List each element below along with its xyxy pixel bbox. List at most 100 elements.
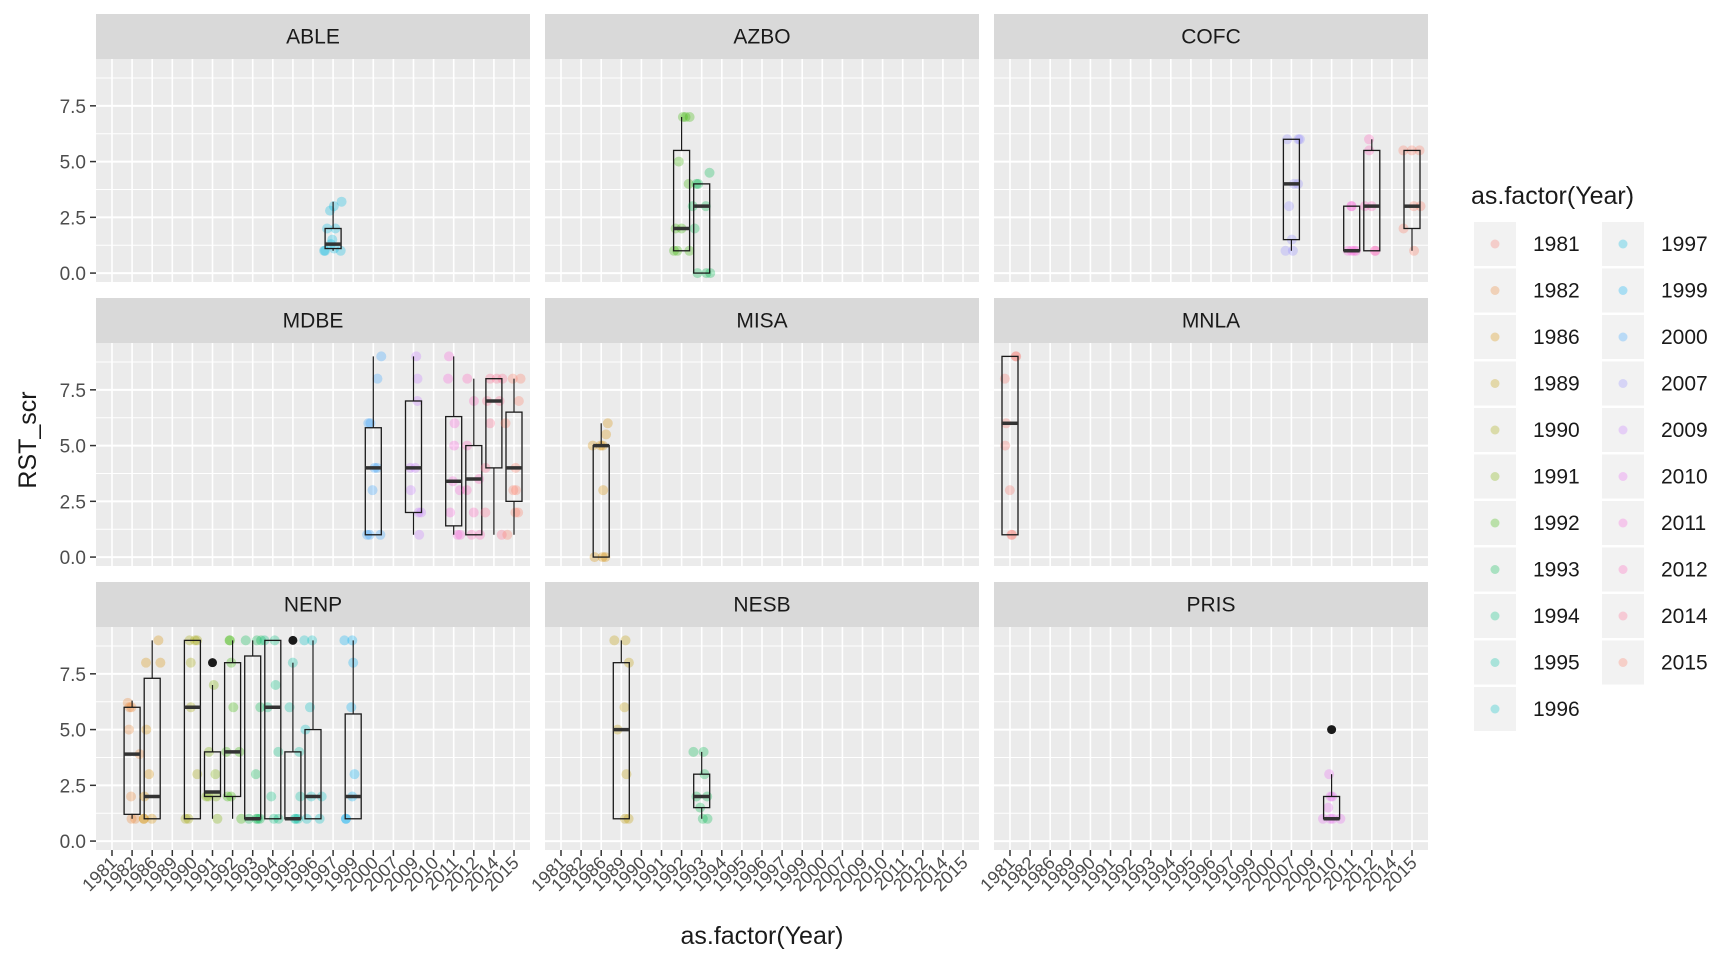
data-point <box>336 196 347 207</box>
legend-key-point <box>1490 472 1500 481</box>
legend-item: 2010 <box>1602 454 1708 499</box>
box-body <box>485 378 503 469</box>
box-body <box>304 728 322 820</box>
facet-strip <box>545 298 979 343</box>
legend-label: 2009 <box>1661 419 1708 442</box>
box-body <box>1282 138 1301 241</box>
y-tick-label: 2.5 <box>60 492 86 513</box>
legend-key-point <box>1618 425 1628 435</box>
data-point <box>143 769 154 780</box>
box-body <box>693 773 711 809</box>
legend-key-point <box>1490 518 1500 528</box>
legend-key-point <box>1618 658 1628 667</box>
legend-key <box>1602 361 1644 406</box>
data-point <box>212 813 223 824</box>
data-point <box>316 791 327 802</box>
data-point <box>1409 245 1420 256</box>
data-point <box>307 635 318 646</box>
data-point <box>511 485 522 496</box>
legend-label: 2011 <box>1661 512 1706 535</box>
data-point <box>185 657 196 668</box>
box-1986 <box>587 418 613 563</box>
data-point <box>295 791 306 802</box>
legend-label: 2014 <box>1661 605 1708 628</box>
legend-key <box>1602 501 1644 545</box>
legend-label: 2007 <box>1661 373 1708 396</box>
box-body <box>143 677 161 820</box>
data-point <box>346 702 357 713</box>
legend-label: 1989 <box>1533 373 1580 396</box>
facet-strip-label: MISA <box>736 310 787 333</box>
data-point <box>508 485 519 496</box>
legend-key-point <box>1490 286 1500 295</box>
data-point <box>443 373 454 384</box>
box-2012 <box>461 373 486 540</box>
legend-item: 1995 <box>1474 640 1580 685</box>
data-point <box>411 351 422 362</box>
box-body <box>183 639 202 820</box>
data-point <box>598 485 609 496</box>
data-point <box>698 746 709 757</box>
data-point <box>299 635 310 646</box>
box-2010 <box>1318 725 1346 824</box>
y-tick-label: 7.5 <box>60 381 86 402</box>
legend-item: 1996 <box>1474 687 1580 731</box>
data-point <box>126 791 137 802</box>
legend-item: 2015 <box>1602 640 1708 685</box>
data-point <box>1364 134 1375 145</box>
data-point <box>1287 245 1298 256</box>
box-1993 <box>688 746 713 824</box>
outlier-point <box>208 658 217 668</box>
legend-key <box>1474 268 1516 313</box>
data-point <box>266 791 277 802</box>
legend-key-point <box>1618 518 1628 528</box>
y-tick-label: 2.5 <box>60 776 86 797</box>
data-point <box>704 167 715 178</box>
legend-item: 2000 <box>1602 315 1708 359</box>
box-1986 <box>138 635 166 824</box>
y-tick-label: 2.5 <box>60 208 86 229</box>
legend-key <box>1602 222 1644 266</box>
facet-strip-label: MNLA <box>1182 310 1240 333</box>
data-point <box>449 440 460 451</box>
box-1992 <box>221 635 247 824</box>
legend-label: 1986 <box>1533 326 1580 349</box>
legend-key-point <box>1618 379 1628 388</box>
box-body <box>223 662 242 798</box>
facet-strip <box>994 582 1428 627</box>
box-1997 <box>319 196 347 256</box>
legend-key <box>1602 547 1644 592</box>
data-point <box>468 507 479 518</box>
box-1999 <box>339 635 362 824</box>
outlier-point <box>1327 725 1337 735</box>
data-point <box>208 679 219 690</box>
box-1991 <box>201 658 223 824</box>
data-point <box>1323 802 1334 813</box>
box-1990 <box>180 635 203 824</box>
legend-label: 2015 <box>1661 652 1708 675</box>
data-point <box>515 373 526 384</box>
data-point <box>485 418 496 429</box>
legend: as.factor(Year) 1981 1982 1986 1989 1990 1991 1… <box>1471 182 1708 731</box>
legend-label: 2000 <box>1661 326 1708 349</box>
facet-azbo: AZBO <box>545 14 979 282</box>
data-point <box>210 769 221 780</box>
data-point <box>1335 813 1346 824</box>
legend-label: 1992 <box>1533 512 1580 535</box>
box-2014 <box>480 373 508 540</box>
facet-nenp: NENP0.02.55.07.5198119821986198919901991… <box>60 582 530 895</box>
legend-key <box>1474 408 1516 452</box>
legend-key <box>1602 408 1644 452</box>
data-point <box>367 485 378 496</box>
box-1995 <box>284 635 306 824</box>
data-point <box>480 507 491 518</box>
legend-key-point <box>1618 332 1628 342</box>
legend-key <box>1474 640 1516 685</box>
box-body <box>505 411 523 502</box>
data-point <box>449 418 460 429</box>
data-point <box>684 111 695 122</box>
data-point <box>273 746 284 757</box>
box-1981 <box>999 351 1022 540</box>
